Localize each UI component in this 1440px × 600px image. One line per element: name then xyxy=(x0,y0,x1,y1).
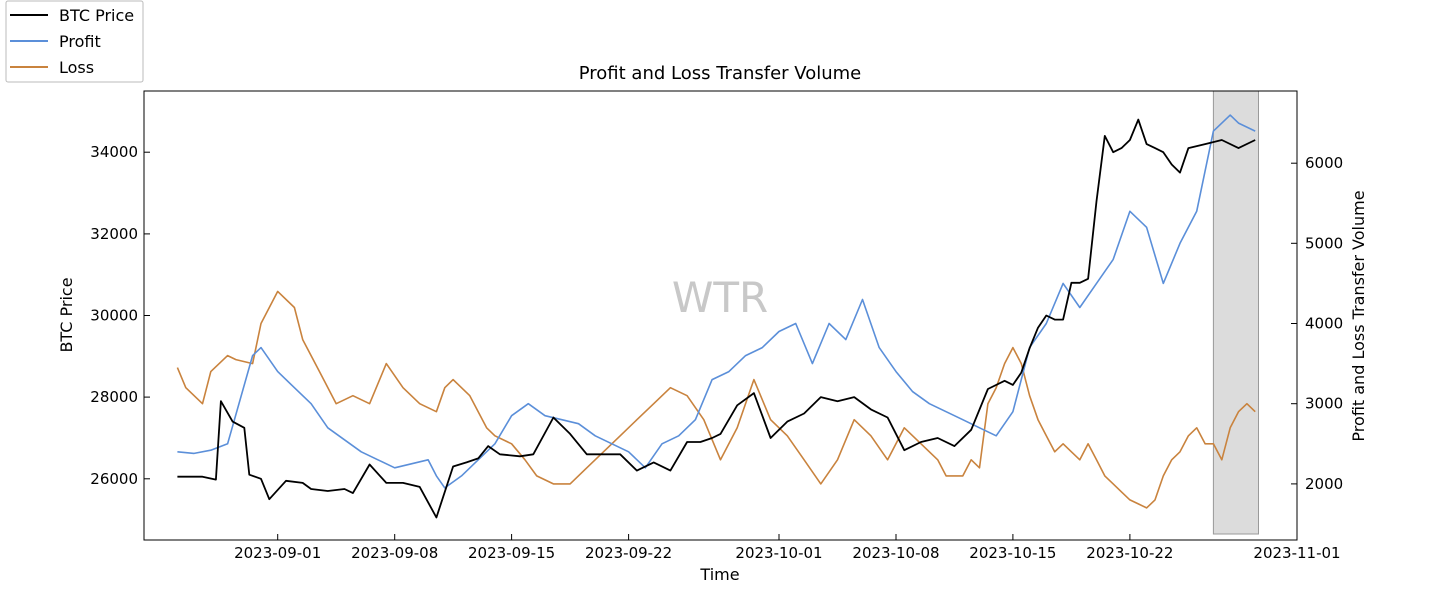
chart-title: Profit and Loss Transfer Volume xyxy=(579,63,862,84)
x-tick-label: 2023-09-22 xyxy=(585,544,672,562)
y-left-tick-label: 26000 xyxy=(90,470,138,488)
legend-label-loss: Loss xyxy=(59,58,94,77)
x-tick-label: 2023-10-22 xyxy=(1086,544,1173,562)
y-left-tick-label: 28000 xyxy=(90,388,138,406)
x-axis-label: Time xyxy=(699,565,739,584)
highlight-band xyxy=(1212,90,1260,535)
x-tick-label: 2023-10-01 xyxy=(735,544,822,562)
legend-box xyxy=(5,0,144,83)
series-line-btc-price xyxy=(177,118,1256,519)
x-tick-label: 2023-10-08 xyxy=(852,544,939,562)
y-left-tick-label: 34000 xyxy=(90,143,138,161)
x-tick-label: 2023-09-01 xyxy=(234,544,321,562)
y-axis-left-ticks: 26000 28000 30000 32000 34000 xyxy=(90,143,150,488)
y-left-tick-label: 32000 xyxy=(90,225,138,243)
y-right-tick-label: 3000 xyxy=(1305,395,1343,413)
legend: BTC Price Profit Loss xyxy=(5,0,144,83)
x-tick-label: 2023-11-01 xyxy=(1253,544,1340,562)
series-group xyxy=(176,114,1256,519)
y-axis-right-label: Profit and Loss Transfer Volume xyxy=(1349,190,1368,441)
legend-label-profit: Profit xyxy=(59,32,101,51)
x-tick-label: 2023-09-08 xyxy=(351,544,438,562)
y-axis-right-ticks: 2000 3000 4000 5000 6000 xyxy=(1291,154,1343,493)
y-axis-left-label: BTC Price xyxy=(57,277,76,352)
x-tick-label: 2023-09-15 xyxy=(468,544,555,562)
y-right-tick-label: 4000 xyxy=(1305,315,1343,333)
y-left-tick-label: 30000 xyxy=(90,307,138,325)
y-right-tick-label: 6000 xyxy=(1305,154,1343,172)
legend-label-btc-price: BTC Price xyxy=(59,6,134,25)
plot-area xyxy=(144,91,1297,540)
y-right-tick-label: 5000 xyxy=(1305,234,1343,252)
x-axis-ticks: 2023-09-01 2023-09-08 2023-09-15 2023-09-22… xyxy=(234,534,1341,562)
series-line-loss xyxy=(176,290,1256,509)
series-line-profit xyxy=(177,114,1256,489)
x-tick-label: 2023-10-15 xyxy=(969,544,1056,562)
watermark: WTR xyxy=(672,273,768,322)
y-right-tick-label: 2000 xyxy=(1305,475,1343,493)
